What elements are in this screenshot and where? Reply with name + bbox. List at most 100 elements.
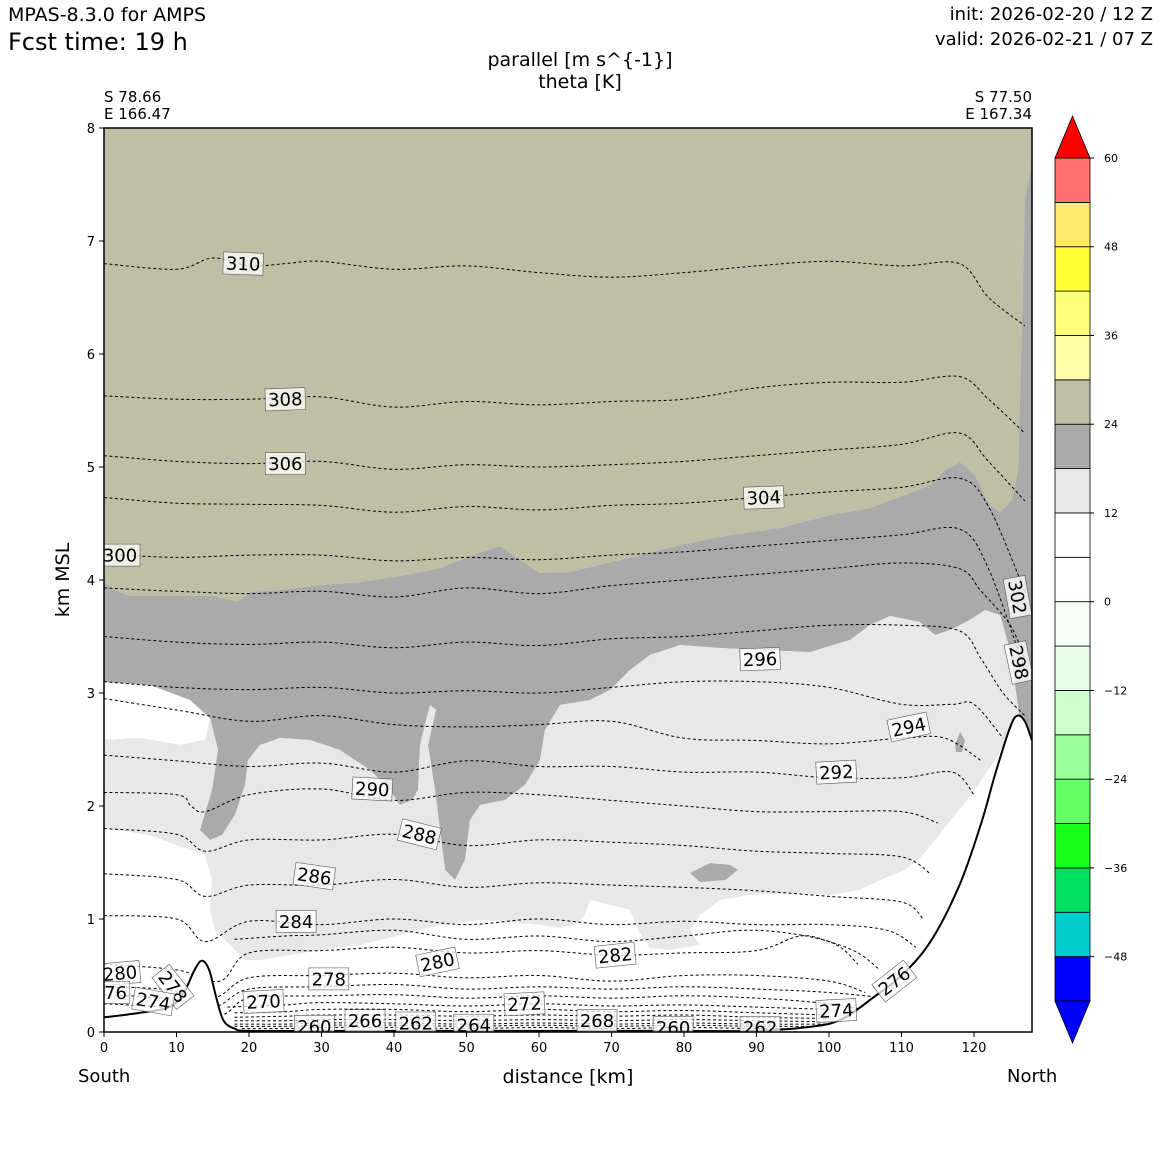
contour-label-box: [264, 452, 306, 475]
colorbar-segment: [1054, 778, 1091, 824]
contour-label-text: 292: [819, 762, 854, 785]
contour-label: 306: [264, 452, 306, 475]
contour-label: 262: [395, 1011, 437, 1035]
contour-label-text: 306: [268, 454, 302, 475]
contour-label-text: 272: [507, 993, 542, 1016]
y-tick-label: 0: [87, 1026, 95, 1041]
y-tick-label: 7: [87, 235, 95, 250]
start-coordinates: S 78.66 E 166.47: [104, 89, 171, 123]
y-tick-label: 3: [87, 687, 95, 702]
contour-label-text: 290: [355, 779, 390, 802]
x-tick-label: 50: [458, 1041, 475, 1056]
contour-label: 278: [308, 967, 350, 991]
contour-label-box: [275, 909, 317, 933]
chart-subtitle: theta [K]: [538, 71, 622, 93]
contour-label: 268: [576, 1009, 618, 1032]
contour-label-box: [415, 946, 460, 978]
contour-label-text: 262: [399, 1014, 433, 1035]
colorbar-segment: [1054, 734, 1091, 780]
colorbar-segment: [1054, 379, 1091, 425]
x-axis: 0 10 20 30 40 50 60 70 80 90 100 110 120: [100, 1032, 986, 1056]
contour-label-box: [104, 543, 141, 567]
forecast-time: Fcst time: 19 h: [8, 28, 188, 56]
contour-label: 304: [743, 485, 785, 510]
contour-label: 292: [815, 759, 858, 785]
colorbar-tick-label: 60: [1104, 152, 1118, 165]
colorbar-segment: [1054, 911, 1091, 958]
wind-region-18-24: [104, 128, 1032, 602]
contour-label-box: [593, 941, 637, 969]
colorbar-tick-label: 36: [1104, 329, 1118, 342]
south-end-label: South: [78, 1066, 131, 1087]
terrain-line: [104, 714, 1032, 1032]
colorbar-segment: [1054, 867, 1091, 913]
contour-label-text: 274: [819, 1000, 854, 1023]
y-axis: 0 1 2 3 4 5 6 7 8: [87, 122, 104, 1041]
x-tick-label: 90: [748, 1041, 765, 1056]
colorbar-segment: [1054, 335, 1091, 381]
contour-label-text: 284: [279, 912, 313, 933]
contour-label-box: [739, 1016, 781, 1032]
end-coordinates: S 77.50 E 167.34: [965, 89, 1032, 123]
theta-contour-298: [104, 624, 1026, 716]
contour-labels: 3103083063043003022982962942922902882862…: [93, 251, 1032, 1039]
colorbar-segment: [1054, 468, 1091, 514]
colorbar-tick-label: −24: [1104, 773, 1127, 786]
contour-label-text: 280: [102, 962, 138, 986]
contour-label-text: 276: [93, 983, 127, 1004]
colorbar-segment: [1054, 290, 1091, 336]
contour-label: 260: [293, 1015, 335, 1038]
contour-label-box: [351, 776, 394, 802]
colorbar-segment: [1054, 246, 1091, 292]
contour-label: 300: [104, 543, 141, 567]
start-lat: S 78.66: [104, 88, 162, 106]
theta-contour-292: [104, 754, 975, 796]
contour-label-box: [886, 711, 932, 743]
colorbar-tick-label: 12: [1104, 507, 1118, 520]
colorbar-segment: [1054, 601, 1091, 647]
contour-label-box: [739, 647, 781, 672]
y-axis-title: km MSL: [52, 542, 74, 617]
contour-label: 260: [652, 1016, 694, 1039]
contour-label-text: 278: [312, 969, 346, 990]
contour-label-box: [652, 1016, 694, 1032]
colorbar-segment: [1054, 556, 1091, 603]
colorbar-over-arrow: [1054, 114, 1091, 159]
contour-label-box: [743, 485, 785, 510]
contour-label-text: 286: [296, 864, 333, 890]
contour-label: 266: [344, 1009, 386, 1032]
y-tick-label: 5: [87, 461, 95, 476]
model-title: MPAS-8.3.0 for AMPS: [8, 4, 207, 26]
theta-contour-308: [104, 375, 1026, 434]
wind-region-12-18-blob: [690, 863, 738, 882]
theta-contour-284: [104, 915, 917, 948]
contour-label: 280: [102, 960, 142, 987]
contour-label-box: [292, 862, 336, 891]
theta-contour-300: [104, 526, 1026, 671]
theta-contour-304: [104, 477, 1026, 592]
contour-label-box: [396, 818, 442, 851]
x-axis-title: distance [km]: [503, 1066, 634, 1088]
theta-contour-306: [104, 432, 1026, 502]
contour-label-text: 260: [656, 1018, 690, 1039]
contour-label: 290: [351, 776, 394, 802]
contour-label-box: [222, 251, 264, 276]
contour-label-box: [1003, 640, 1032, 685]
contour-label-box: [308, 967, 350, 991]
theta-contour-288: [104, 828, 931, 875]
contour-label-box: [242, 989, 285, 1014]
contour-label: 272: [503, 991, 546, 1017]
colorbar-tick-label: 0: [1104, 596, 1111, 609]
contour-label-text: 260: [297, 1017, 331, 1038]
contour-label: 310: [222, 251, 264, 276]
wind-region-12-18: [104, 160, 1032, 880]
contour-label-text: 266: [348, 1011, 382, 1032]
contour-label-box: [104, 981, 131, 1004]
contour-label-box: [131, 986, 176, 1017]
contour-label: 276: [93, 981, 131, 1004]
contour-label-box: [395, 1011, 437, 1032]
colorbar: 60 48 36 24 12 0 −12 −24 −36 −48: [1054, 114, 1127, 1045]
contour-label-box: [503, 991, 546, 1017]
colorbar-tick-label: −48: [1104, 951, 1127, 964]
